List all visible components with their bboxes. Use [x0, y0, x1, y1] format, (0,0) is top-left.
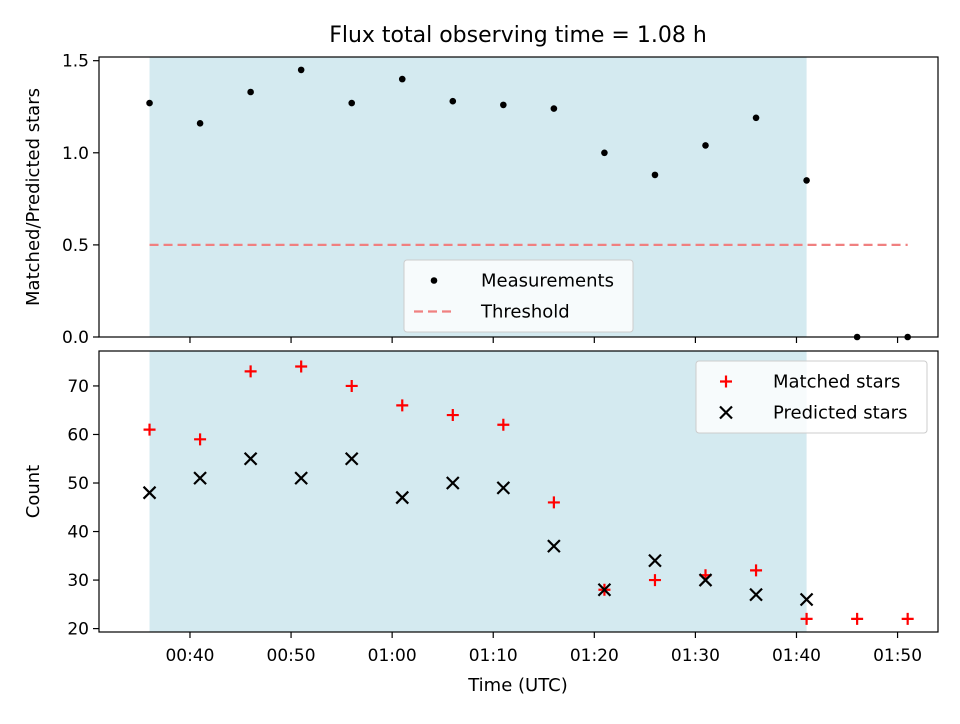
bottom-legend-label: Predicted stars [773, 403, 907, 424]
top-legend-key-measurements [430, 277, 438, 284]
bottom-matched-point [244, 365, 257, 378]
x-tick-label: 01:40 [772, 646, 821, 666]
bottom-matched-point [143, 423, 156, 436]
bottom-y-tick-label: 50 [67, 474, 89, 494]
bottom-predicted-point [749, 587, 763, 602]
x-axis-label: Time (UTC) [467, 675, 568, 696]
top-panel: 0.0 0.5 1.0 1.5 Matched/Predicted stars Measu… [23, 52, 939, 348]
bottom-legend-box [695, 360, 928, 434]
bottom-y-tick-label: 20 [67, 620, 89, 640]
bottom-predicted-point [294, 471, 308, 485]
top-measurement-point [651, 171, 659, 179]
bottom-legend-label: Matched stars [773, 372, 900, 393]
top-measurement-point [702, 142, 709, 149]
x-tick-label: 00:40 [165, 646, 214, 666]
bottom-matched-point [750, 564, 763, 577]
bottom-matched-point [345, 379, 358, 392]
top-measurement-point [348, 99, 356, 107]
bottom-predicted-point [344, 451, 359, 466]
top-measurement-point [297, 66, 305, 74]
bottom-matched-point [497, 418, 510, 431]
top-measurement-point [196, 120, 204, 127]
x-tick-label: 01:10 [469, 646, 518, 666]
top-measurement-point [398, 75, 406, 83]
x-tick-label: 01:00 [368, 646, 417, 666]
bottom-matched-point [901, 612, 914, 625]
top-y-tick-label: 0.5 [62, 236, 89, 256]
bottom-y-axis-label: Count [23, 465, 44, 518]
top-legend-label: Measurements [481, 271, 614, 292]
bottom-matched-point [648, 574, 661, 587]
bottom-predicted-point [446, 476, 460, 490]
bottom-y-tick-label: 70 [67, 377, 89, 397]
bottom-predicted-point [597, 582, 612, 597]
x-tick-label: 00:50 [267, 646, 316, 666]
top-y-tick-label: 1.5 [62, 52, 89, 72]
top-measurement-point [247, 88, 254, 96]
bottom-predicted-point [648, 553, 662, 568]
bottom-predicted-point [547, 539, 561, 553]
bottom-matched-point [446, 409, 459, 422]
top-measurement-point [550, 105, 558, 112]
top-measurement-point [601, 149, 608, 157]
top-y-tick-label: 1.0 [62, 144, 89, 164]
bottom-matched-point [547, 496, 560, 509]
bottom-matched-point [800, 612, 813, 625]
top-y-axis-label: Matched/Predicted stars [23, 88, 44, 306]
bottom-matched-point [194, 433, 207, 446]
x-tick-label: 01:20 [570, 646, 619, 666]
chart-title: Flux total observing time = 1.08 h [329, 23, 707, 48]
top-measurement-point [752, 114, 760, 122]
top-legend-label: Threshold [480, 302, 570, 323]
bottom-panel: 20 30 40 50 60 70 Count 00:40 00:50 01:00 01:10 01:… [23, 350, 939, 666]
bottom-legend-key-predicted [719, 405, 733, 420]
top-legend: Measurements Threshold [403, 259, 634, 333]
top-measurement-point [500, 101, 507, 109]
bottom-predicted-point [496, 481, 511, 495]
bottom-y-tick-label: 30 [67, 571, 89, 591]
bottom-y-tick-label: 40 [67, 523, 89, 543]
bottom-predicted-point [193, 471, 207, 485]
bottom-predicted-point [142, 485, 157, 500]
top-measurement-point [449, 97, 457, 105]
bottom-matched-point [851, 612, 864, 625]
top-measurement-point [146, 99, 153, 107]
x-tick-label: 01:50 [873, 646, 922, 666]
bottom-predicted-point [698, 573, 713, 587]
x-tick-label: 01:30 [671, 646, 720, 666]
bottom-predicted-point [243, 451, 258, 466]
bottom-axes-frame [98, 350, 939, 633]
top-axes-frame [98, 56, 939, 338]
bottom-predicted-point [395, 490, 410, 505]
bottom-matched-point [295, 360, 308, 373]
bottom-matched-point [396, 399, 409, 412]
top-y-tick-label: 0.0 [62, 328, 89, 348]
bottom-legend: Matched stars Predicted stars [695, 360, 928, 434]
bottom-y-tick-label: 60 [67, 425, 89, 445]
top-legend-box [403, 259, 634, 333]
bottom-legend-key-matched [720, 375, 732, 388]
bottom-predicted-point [799, 592, 814, 607]
top-measurement-point [803, 177, 810, 184]
